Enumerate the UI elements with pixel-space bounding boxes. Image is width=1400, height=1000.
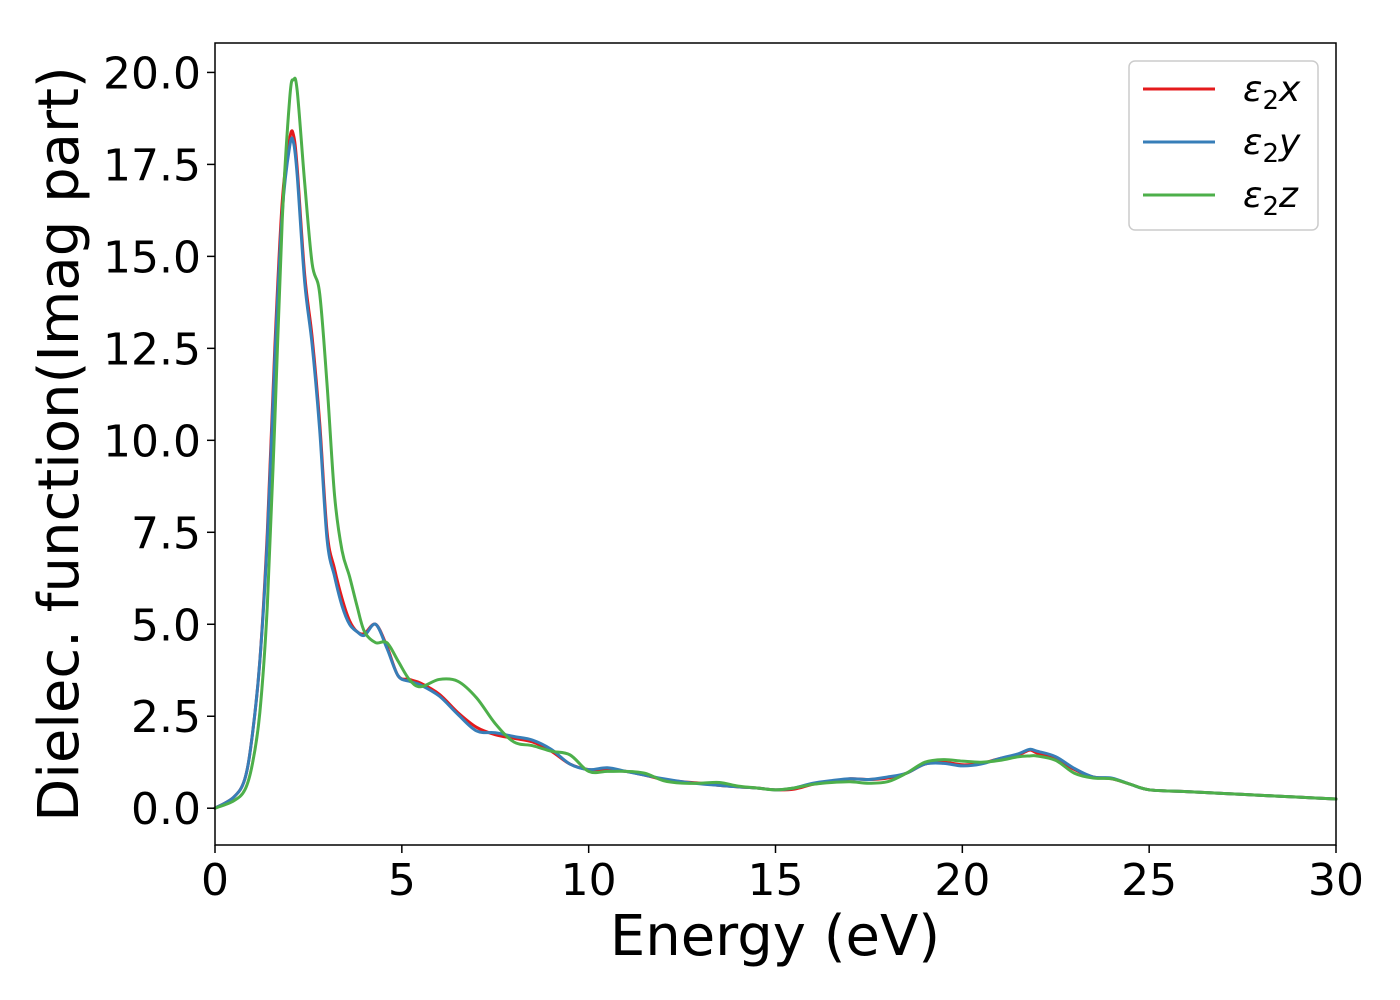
y-tick-label: 5.0 [131,600,201,651]
y-tick-label: 12.5 [103,324,201,375]
x-tick-label: 30 [1308,855,1364,906]
x-tick-label: 20 [934,855,990,906]
series-line-x [213,129,1338,810]
y-tick-label: 17.5 [103,140,201,191]
series-layer [213,76,1338,810]
y-tick-label: 2.5 [131,692,201,743]
series-line-z [213,76,1338,810]
x-axis-label: Energy (eV) [610,904,940,969]
legend: ε2x ε2y ε2z [1128,60,1319,231]
legend-box [1128,60,1319,231]
legend-label-z: ε2z [1243,175,1299,222]
x-tick-label: 25 [1121,855,1177,906]
x-tick-label: 5 [388,855,416,906]
y-tick-label: 7.5 [131,508,201,559]
x-tick-label: 15 [748,855,804,906]
legend-label-x: ε2x [1243,69,1301,116]
x-tick-label: 0 [201,855,229,906]
x-tick-label: 10 [561,855,617,906]
y-tick-label: 15.0 [103,232,201,283]
x-axis: 0 5 10 15 20 25 30 [201,845,1364,906]
legend-label-y: ε2y [1243,122,1301,169]
series-line-y [213,136,1338,810]
y-axis: 0.0 2.5 5.0 7.5 10.0 12.5 15.0 17.5 20.0 [103,48,215,835]
y-tick-label: 10.0 [103,416,201,467]
y-tick-label: 0.0 [131,784,201,835]
y-tick-label: 20.0 [103,48,201,99]
y-axis-label: Dielec. function(Imag part) [27,66,92,822]
